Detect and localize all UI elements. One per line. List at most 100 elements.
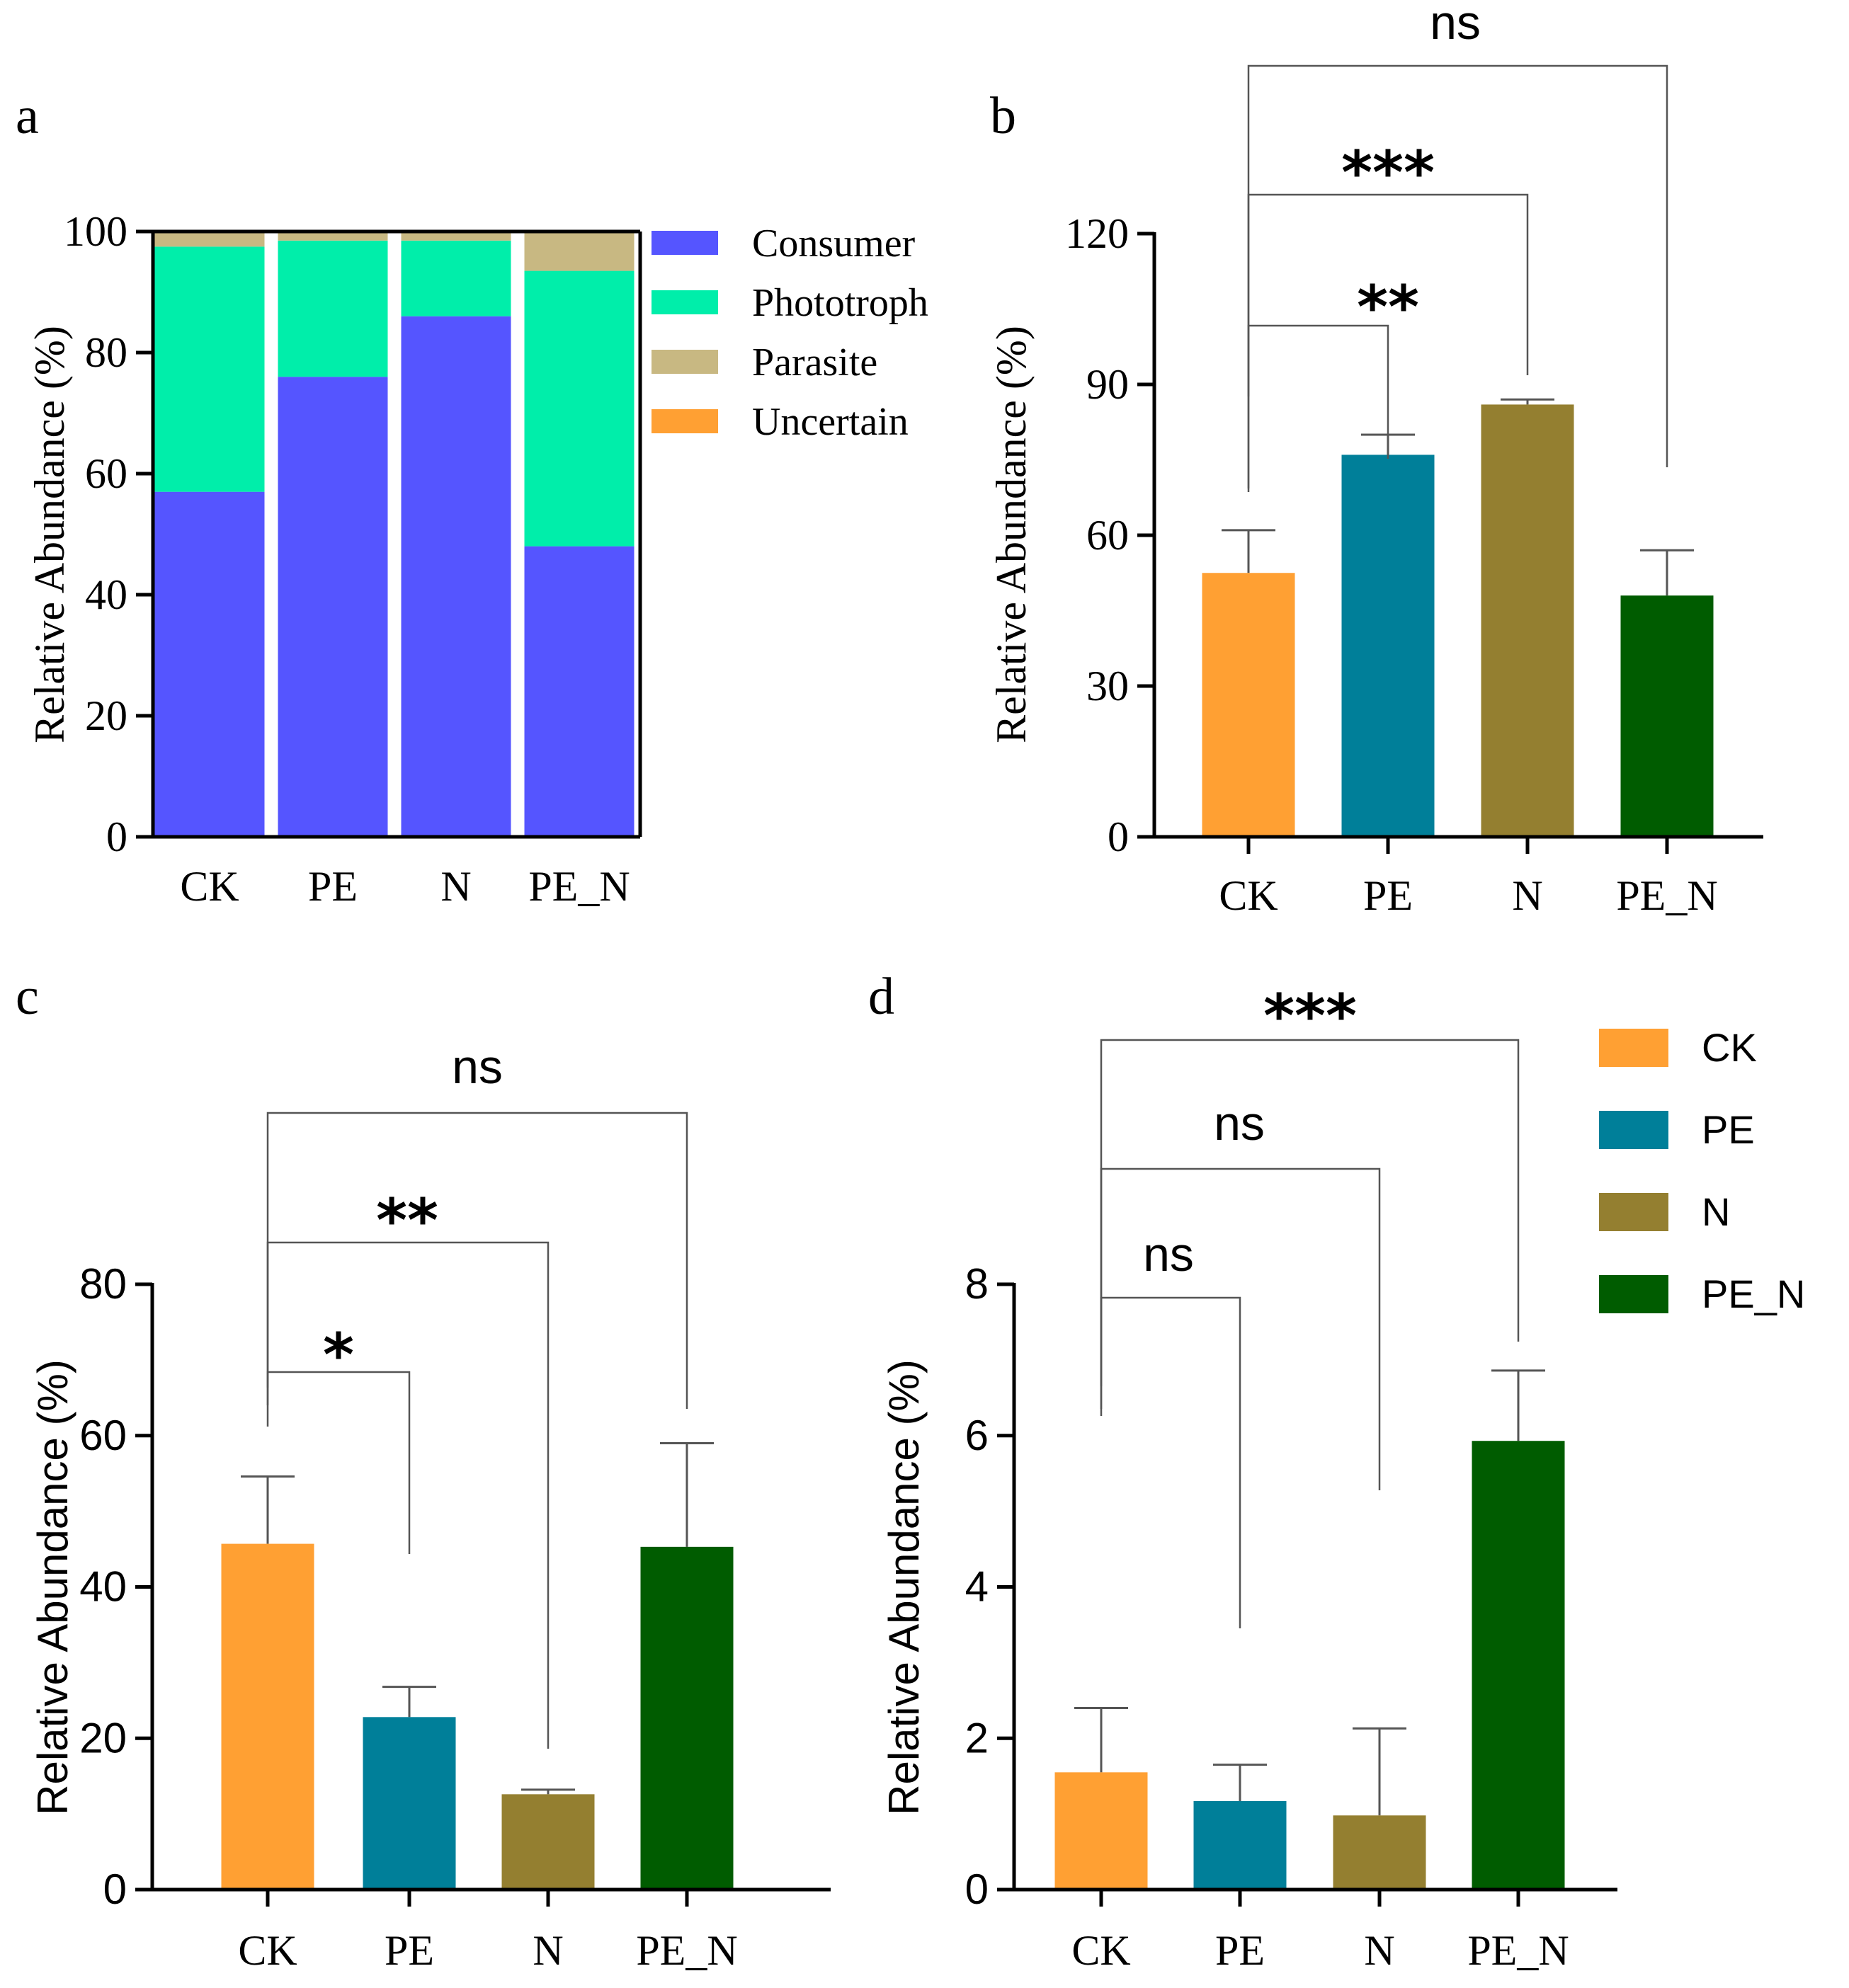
- y-tick-label: 20: [79, 1714, 127, 1761]
- y-axis-title: Relative Abundance (%): [880, 1359, 928, 1815]
- bar-PE_N: [1620, 595, 1714, 837]
- y-tick-label: 40: [85, 571, 127, 618]
- y-tick-label: 20: [85, 692, 127, 739]
- legend-label-phototroph: Phototroph: [752, 281, 928, 325]
- legend-swatch-n: [1599, 1193, 1668, 1231]
- significance-label-CK-N: ***: [1341, 138, 1435, 207]
- bar-PE_N-phototroph: [524, 270, 635, 547]
- y-axis-title: Relative Abundance (%): [26, 326, 73, 743]
- x-tick-label-N: N: [1512, 872, 1542, 919]
- legend-swatch-ck: [1599, 1029, 1668, 1067]
- y-tick-label: 0: [106, 813, 127, 860]
- y-tick-label: 80: [79, 1260, 127, 1308]
- y-tick-label: 100: [64, 208, 127, 255]
- bar-PE_N: [640, 1546, 734, 1890]
- y-tick-label: 6: [965, 1412, 989, 1459]
- legend-label-parasite: Parasite: [752, 341, 877, 384]
- x-tick-label-N: N: [1364, 1927, 1394, 1974]
- y-tick-label: 0: [1108, 813, 1129, 860]
- legend-swatch-parasite: [652, 350, 718, 374]
- significance-label-CK-PE_N: ***: [1263, 981, 1357, 1051]
- y-tick-label: 60: [1086, 512, 1129, 559]
- y-tick-label: 4: [965, 1563, 989, 1611]
- significance-label-CK-PE_N: ns: [452, 1040, 503, 1094]
- x-tick-label-CK: CK: [1071, 1927, 1130, 1974]
- significance-bracket-CK-PE_N: [266, 1112, 688, 1409]
- y-tick-label: 60: [85, 450, 127, 497]
- panel-b: b 0 30 60 90 120 CK PE N PE_N Relative Abundance (…: [988, 0, 1763, 919]
- bar-N: [1481, 404, 1574, 837]
- x-tick-label-CK: CK: [238, 1927, 297, 1974]
- y-tick-label: 2: [965, 1714, 989, 1761]
- legend-swatch-consumer: [652, 231, 718, 255]
- significance-label-CK-PE: *: [323, 1320, 354, 1390]
- x-tick-label-PE: PE: [1363, 872, 1413, 919]
- bar-N: [1333, 1815, 1426, 1890]
- bar-CK-phototroph: [154, 246, 265, 492]
- legend-label-consumer: Consumer: [752, 222, 916, 265]
- y-tick-label: 80: [85, 329, 127, 376]
- legend-label-pe: PE: [1702, 1107, 1755, 1152]
- y-tick-label: 120: [1065, 210, 1129, 257]
- significance-bracket-CK-PE_N: [1247, 64, 1668, 489]
- x-tick-label-N: N: [533, 1927, 563, 1974]
- bar-PE: [1341, 455, 1435, 837]
- bar-PE-phototroph: [278, 240, 388, 377]
- y-tick-label: 60: [79, 1412, 127, 1459]
- bar-PE: [1193, 1800, 1287, 1890]
- x-tick-label-N: N: [440, 863, 471, 910]
- x-tick-label-PE_N: PE_N: [1616, 872, 1717, 919]
- x-tick-label-PE: PE: [1215, 1927, 1265, 1974]
- bar-PE-parasite: [278, 232, 388, 241]
- x-tick-label-PE_N: PE_N: [636, 1927, 737, 1974]
- bar-PE: [363, 1717, 456, 1890]
- bar-PE_N-parasite: [524, 232, 635, 271]
- legend-label-n: N: [1702, 1189, 1730, 1234]
- legend-swatch-pe: [1599, 1111, 1668, 1149]
- y-axis-title: Relative Abundance (%): [29, 1359, 76, 1815]
- panel-c: c 0 20 40 60 80 CK PE N PE_N Relative Abundance (%…: [16, 968, 831, 1974]
- panel-a: a 0 20 40 60 80 100 CK PE N PE_N Relative Abundance…: [16, 87, 928, 910]
- bar-CK: [1054, 1772, 1148, 1890]
- bar-CK-parasite: [154, 232, 265, 247]
- bar-N-phototroph: [401, 240, 511, 316]
- bar-N-parasite: [401, 232, 511, 241]
- panel-label-a: a: [16, 87, 39, 145]
- legend-swatch-phototroph: [652, 290, 718, 314]
- bar-CK-consumer: [154, 491, 265, 837]
- bar-PE_N: [1472, 1441, 1565, 1890]
- legend-label-pe_n: PE_N: [1702, 1272, 1805, 1316]
- legend: CK PE N PE_N: [1599, 1025, 1805, 1316]
- panel-d: d 0 2 4 6 8 CK PE N PE_N Relative Abundance (%) ns n…: [868, 968, 1805, 1974]
- x-tick-label-PE_N: PE_N: [528, 863, 630, 910]
- significance-bracket-CK-PE: [1100, 1296, 1241, 1628]
- bar-PE_N-consumer: [524, 546, 635, 837]
- legend-label-ck: CK: [1702, 1025, 1757, 1070]
- x-tick-label-PE: PE: [308, 863, 358, 910]
- x-tick-label-CK: CK: [180, 863, 239, 910]
- x-tick-label-CK: CK: [1219, 872, 1278, 919]
- x-tick-label-PE_N: PE_N: [1467, 1927, 1569, 1974]
- significance-bracket-CK-PE: [266, 1371, 411, 1554]
- panel-label-b: b: [990, 87, 1016, 145]
- bar-CK: [221, 1543, 314, 1890]
- significance-label-CK-N: ns: [1214, 1097, 1265, 1150]
- y-tick-label: 8: [965, 1260, 989, 1308]
- x-tick-label-PE: PE: [385, 1927, 434, 1974]
- bar-CK: [1202, 573, 1295, 837]
- y-axis-title: Relative Abundance (%): [988, 326, 1035, 743]
- significance-label-CK-PE: ns: [1143, 1228, 1194, 1281]
- legend: Consumer Phototroph Parasite Uncertain: [652, 222, 928, 444]
- y-tick-label: 40: [79, 1563, 127, 1611]
- bar-N-consumer: [401, 316, 511, 837]
- bar-PE-consumer: [278, 377, 388, 837]
- significance-label-CK-PE_N: ns: [1430, 0, 1481, 50]
- legend-swatch-uncertain: [652, 409, 718, 433]
- significance-label-CK-N: **: [376, 1186, 438, 1255]
- panel-label-c: c: [16, 968, 39, 1026]
- legend-swatch-pe_n: [1599, 1275, 1668, 1313]
- significance-label-CK-PE: **: [1357, 273, 1419, 342]
- significance-bracket-CK-PE_N: [1100, 1039, 1520, 1386]
- y-tick-label: 0: [965, 1866, 989, 1913]
